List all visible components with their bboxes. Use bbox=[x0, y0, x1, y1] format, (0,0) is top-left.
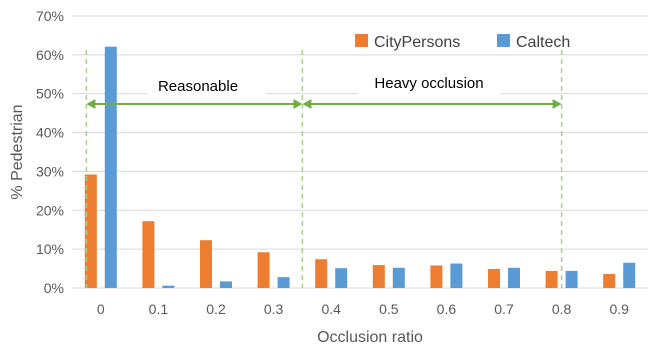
bar-citypersons bbox=[200, 240, 212, 288]
x-tick-labels: 0 0.1 0.2 0.3 0.4 0.5 0.6 0.7 0.8 0.9 bbox=[97, 301, 629, 317]
x-axis-title: Occlusion ratio bbox=[317, 329, 423, 346]
x-tick-label: 0.1 bbox=[149, 301, 169, 317]
bar-caltech bbox=[450, 263, 463, 288]
x-tick-label: 0.3 bbox=[264, 301, 284, 317]
occlusion-boundaries bbox=[85, 50, 563, 288]
bars bbox=[84, 46, 636, 288]
y-tick-label: 0% bbox=[44, 280, 64, 296]
x-tick-label: 0 bbox=[97, 301, 105, 317]
x-tick-label: 0.5 bbox=[379, 301, 399, 317]
bar-citypersons bbox=[84, 174, 97, 288]
bar-citypersons bbox=[142, 221, 155, 288]
heavy-label: Heavy occlusion bbox=[374, 75, 483, 92]
bar-caltech bbox=[104, 46, 117, 288]
y-tick-label: 70% bbox=[36, 8, 64, 24]
bar-citypersons bbox=[372, 265, 385, 288]
y-tick-label: 30% bbox=[36, 163, 64, 179]
bar-citypersons bbox=[603, 274, 616, 288]
x-tick-label: 0.6 bbox=[437, 301, 457, 317]
heavy-occlusion-range-arrow bbox=[302, 99, 562, 109]
bar-caltech bbox=[623, 262, 636, 288]
reasonable-range-arrow bbox=[86, 99, 303, 109]
x-tick-label: 0.2 bbox=[206, 301, 226, 317]
bar-citypersons bbox=[430, 265, 443, 288]
bar-citypersons bbox=[488, 268, 500, 288]
y-tick-label: 20% bbox=[36, 202, 64, 218]
y-axis-title: % Pedestrian bbox=[9, 104, 26, 199]
bar-caltech bbox=[162, 285, 175, 288]
y-tick-label: 10% bbox=[36, 241, 64, 257]
bar-caltech bbox=[220, 281, 232, 288]
bar-caltech bbox=[277, 277, 290, 288]
reasonable-label-bg bbox=[148, 72, 266, 100]
legend-label-citypersons: CityPersons bbox=[374, 34, 460, 51]
bar-caltech bbox=[508, 267, 520, 288]
legend-swatch-citypersons bbox=[355, 34, 368, 47]
bar-caltech bbox=[335, 268, 348, 288]
bar-caltech bbox=[565, 270, 578, 288]
bar-citypersons bbox=[257, 252, 270, 288]
legend-label-caltech: Caltech bbox=[516, 34, 570, 51]
range-arrows bbox=[86, 99, 562, 109]
y-tick-labels: 0% 10% 20% 30% 40% 50% 60% 70% bbox=[36, 8, 64, 296]
x-tick-label: 0.4 bbox=[321, 301, 341, 317]
legend: CityPersons Caltech bbox=[355, 34, 570, 51]
reasonable-label: Reasonable bbox=[158, 78, 238, 95]
x-tick-label: 0.9 bbox=[609, 301, 629, 317]
y-tick-label: 40% bbox=[36, 125, 64, 141]
x-tick-label: 0.7 bbox=[494, 301, 514, 317]
bar-caltech bbox=[392, 267, 405, 288]
y-tick-label: 50% bbox=[36, 86, 64, 102]
bar-citypersons bbox=[545, 270, 558, 288]
bar-citypersons bbox=[315, 259, 328, 288]
x-tick-label: 0.8 bbox=[552, 301, 572, 317]
y-tick-label: 60% bbox=[36, 47, 64, 63]
legend-swatch-caltech bbox=[497, 34, 510, 47]
heavy-label-bg bbox=[358, 72, 500, 98]
